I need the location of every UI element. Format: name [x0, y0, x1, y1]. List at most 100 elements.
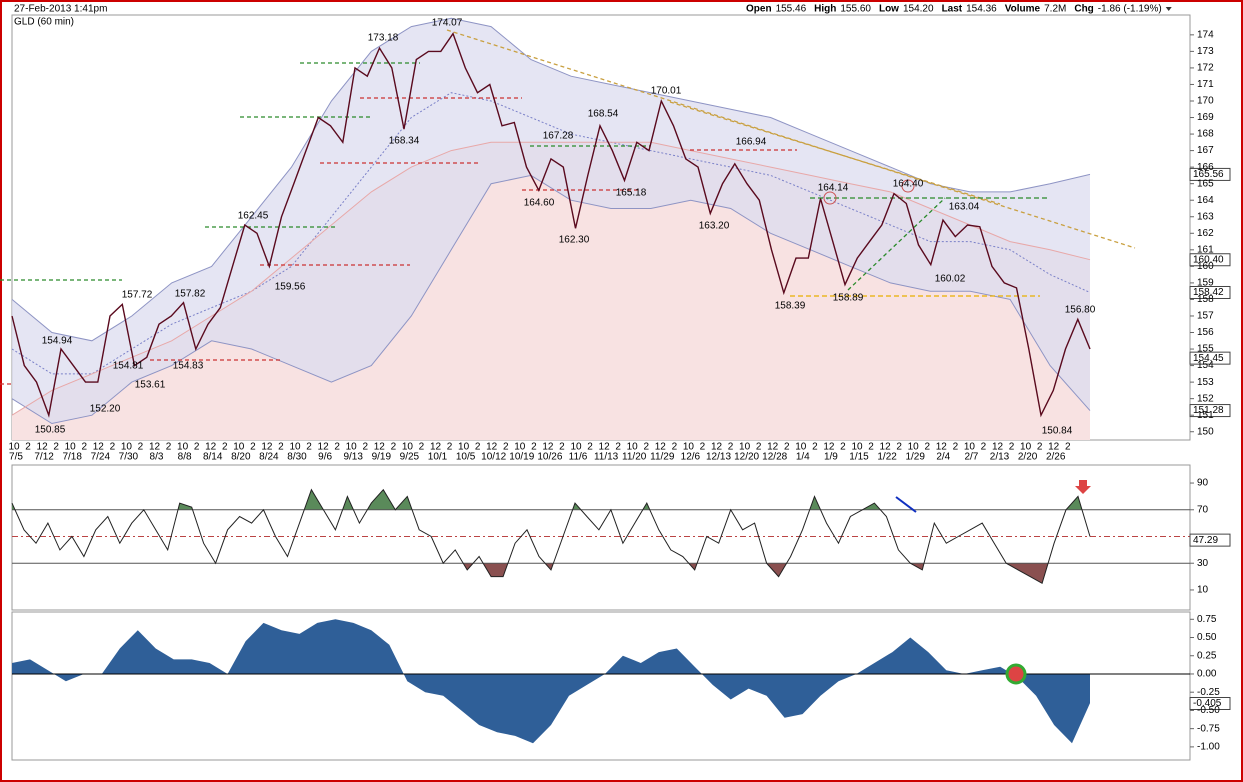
- hour-tick-label: 2: [334, 442, 340, 453]
- hour-tick-label: 2: [840, 442, 846, 453]
- date-tick-label: 8/3: [150, 452, 164, 463]
- hour-tick-label: 2: [25, 442, 31, 453]
- price-annotation: 168.34: [389, 136, 420, 147]
- hour-tick-label: 12: [767, 442, 779, 453]
- y-tick-label: 0.25: [1197, 650, 1217, 661]
- date-tick-label: 10/19: [509, 452, 534, 463]
- hour-tick-label: 12: [880, 442, 892, 453]
- trend-line: [669, 101, 1001, 205]
- y-tick-label: 157: [1197, 311, 1214, 322]
- price-annotation: 174.07: [432, 18, 463, 29]
- hour-tick-label: 2: [362, 442, 368, 453]
- hour-tick-label: 12: [823, 442, 835, 453]
- date-tick-label: 7/5: [9, 452, 23, 463]
- symbol: GLD (60 min): [14, 17, 74, 28]
- hour-tick-label: 10: [795, 442, 807, 453]
- hour-tick-label: 2: [728, 442, 734, 453]
- date-tick-label: 8/8: [178, 452, 192, 463]
- hour-tick-label: 10: [964, 442, 976, 453]
- date-tick-label: 10/1: [428, 452, 448, 463]
- y-tick-label: 170: [1197, 96, 1214, 107]
- date-tick-label: 2/4: [936, 452, 950, 463]
- hour-tick-label: 10: [908, 442, 920, 453]
- hour-tick-label: 2: [138, 442, 144, 453]
- hour-tick-label: 12: [542, 442, 554, 453]
- date-tick-label: 10/5: [456, 452, 476, 463]
- hour-tick-label: 2: [559, 442, 565, 453]
- y-tick-label: 154: [1197, 360, 1214, 371]
- date-tick-label: 9/13: [343, 452, 363, 463]
- date-tick-label: 1/15: [849, 452, 869, 463]
- hour-tick-label: 12: [261, 442, 273, 453]
- price-annotation: 163.04: [949, 202, 980, 213]
- blue-mark: [895, 496, 917, 513]
- hour-tick-label: 2: [896, 442, 902, 453]
- hour-tick-label: 2: [700, 442, 706, 453]
- hour-tick-label: 12: [599, 442, 611, 453]
- y-tick-label: 166: [1197, 162, 1214, 173]
- hour-tick-label: 2: [447, 442, 453, 453]
- y-tick-label: 165: [1197, 178, 1214, 189]
- price-annotation: 163.20: [699, 221, 730, 232]
- trend-line: [847, 197, 946, 291]
- hour-tick-label: 10: [346, 442, 358, 453]
- value-box-label: -0.405: [1193, 698, 1222, 709]
- price-annotation: 152.20: [90, 404, 121, 415]
- hour-tick-label: 10: [851, 442, 863, 453]
- hour-tick-label: 2: [81, 442, 87, 453]
- price-annotation: 162.30: [559, 235, 590, 246]
- value-box: [1189, 696, 1231, 710]
- hour-tick-label: 10: [233, 442, 245, 453]
- hour-tick-label: 10: [570, 442, 582, 453]
- quote-label: High: [814, 4, 836, 15]
- date-tick-label: 12/28: [762, 452, 787, 463]
- quote-value: 155.60: [840, 4, 871, 15]
- y-tick-label: -0.25: [1197, 687, 1220, 698]
- value-box-label: 151.28: [1193, 405, 1224, 416]
- hour-tick-label: 2: [222, 442, 228, 453]
- price-annotation: 164.40: [893, 179, 924, 190]
- hour-tick-label: 12: [992, 442, 1004, 453]
- price-annotation: 157.72: [122, 290, 153, 301]
- date-tick-label: 1/9: [824, 452, 838, 463]
- y-tick-label: 172: [1197, 63, 1214, 74]
- date-tick-label: 1/4: [796, 452, 810, 463]
- y-tick-label: 0.00: [1197, 669, 1217, 680]
- hour-tick-label: 10: [458, 442, 470, 453]
- upper-band: [11, 17, 1091, 342]
- quote-label: Chg: [1074, 4, 1093, 15]
- hour-tick-label: 2: [1065, 442, 1071, 453]
- hour-tick-label: 2: [784, 442, 790, 453]
- date-tick-label: 11/13: [594, 452, 619, 463]
- y-tick-label: 163: [1197, 211, 1214, 222]
- hour-tick-label: 2: [756, 442, 762, 453]
- date-tick-label: 11/6: [569, 452, 588, 463]
- hour-tick-label: 2: [419, 442, 425, 453]
- y-tick-label: 0.75: [1197, 614, 1217, 625]
- date-tick-label: 1/22: [877, 452, 897, 463]
- value-box: [1189, 533, 1231, 547]
- y-tick-label: 164: [1197, 195, 1214, 206]
- y-tick-label: -0.75: [1197, 723, 1220, 734]
- value-box-label: 47.29: [1193, 535, 1218, 546]
- y-tick-label: 174: [1197, 29, 1214, 40]
- quote-label: Last: [942, 4, 963, 15]
- price-annotation: 173.18: [368, 33, 399, 44]
- price-annotation: 154.81: [113, 361, 144, 372]
- rsi-line: [11, 488, 1091, 585]
- y-tick-label: 70: [1197, 504, 1209, 515]
- ma-line: [11, 141, 1091, 416]
- date-tick-label: 8/14: [203, 452, 223, 463]
- date-tick-label: 1/29: [905, 452, 925, 463]
- hour-tick-label: 2: [587, 442, 593, 453]
- hour-tick-label: 2: [1037, 442, 1043, 453]
- date-tick-label: 2/26: [1046, 452, 1066, 463]
- hour-tick-label: 2: [924, 442, 930, 453]
- hour-tick-label: 2: [503, 442, 509, 453]
- y-tick-label: 90: [1197, 478, 1209, 489]
- value-box-label: 160.40: [1193, 254, 1224, 265]
- date-tick-label: 7/30: [119, 452, 139, 463]
- hour-tick-label: 10: [65, 442, 77, 453]
- price-annotation: 162.45: [238, 211, 269, 222]
